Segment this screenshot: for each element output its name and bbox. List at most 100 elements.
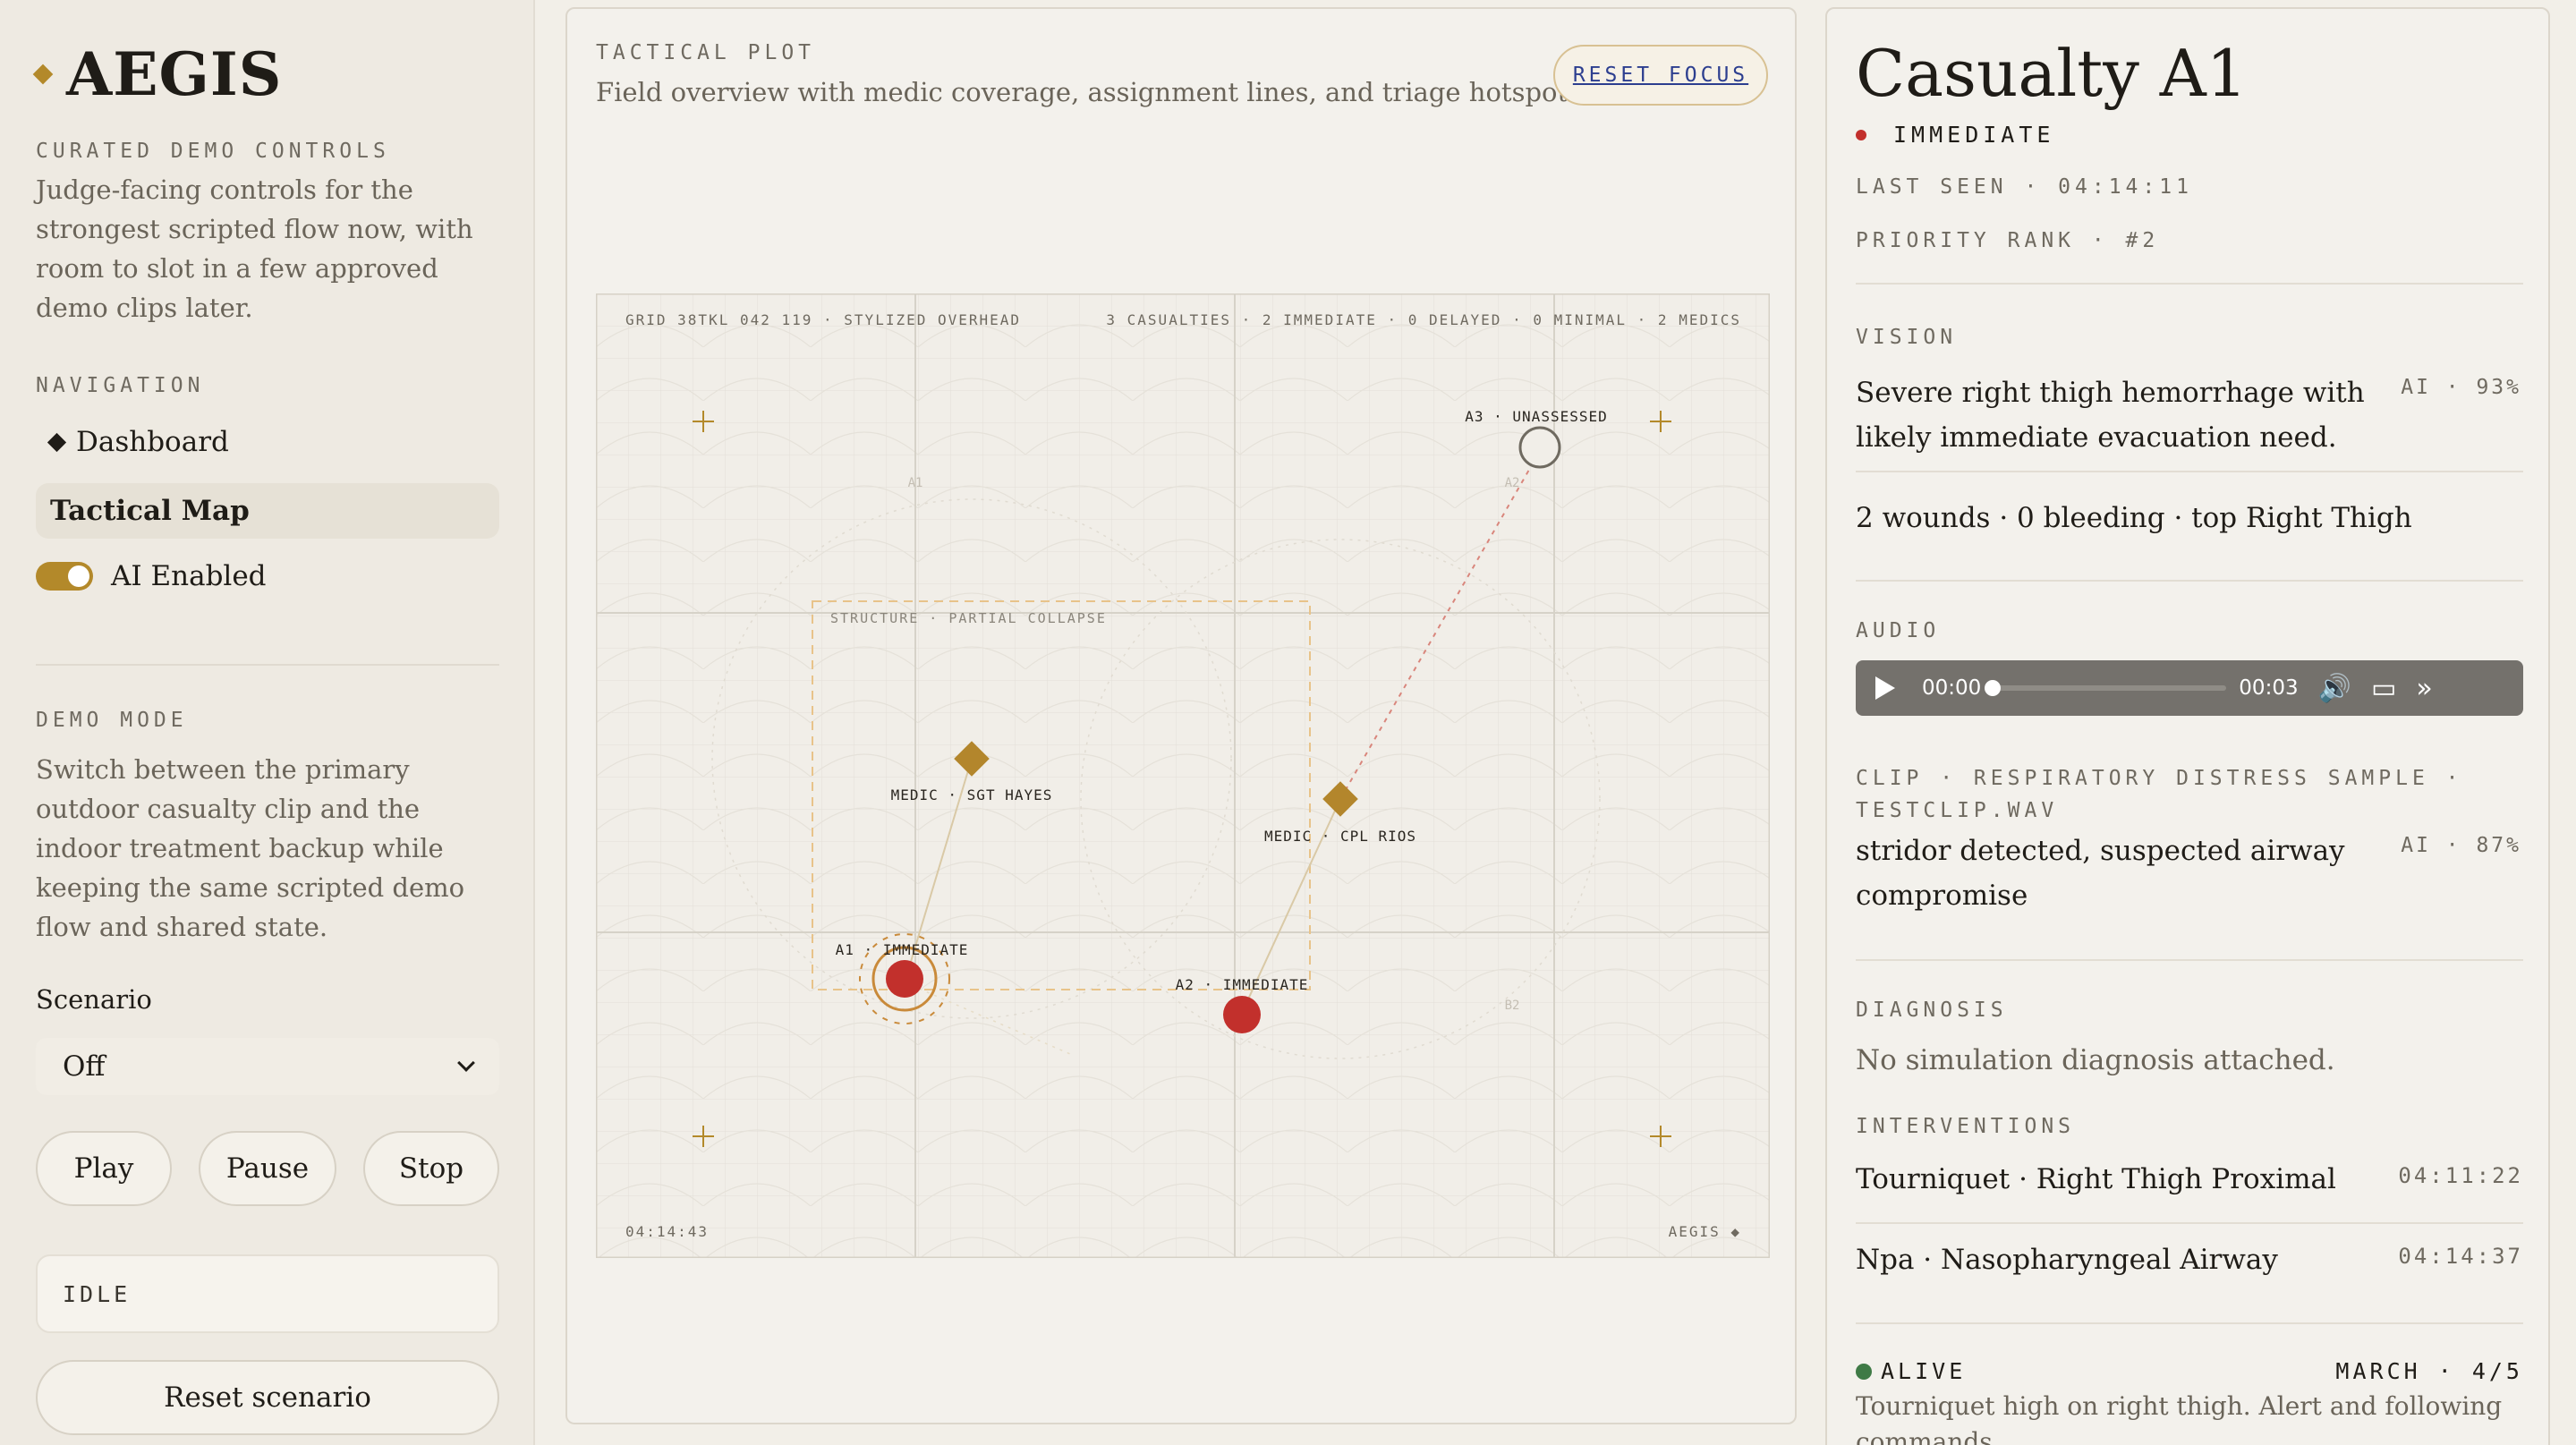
divider — [1856, 959, 2523, 961]
tactical-plot-label: TACTICAL PLOT — [596, 41, 816, 64]
map-summary-label: 3 CASUALTIES · 2 IMMEDIATE · 0 DELAYED ·… — [1106, 311, 1741, 328]
pause-button[interactable]: Pause — [199, 1131, 336, 1206]
map-timestamp: 04:14:43 — [625, 1223, 709, 1240]
diagnosis-label: DIAGNOSIS — [1856, 999, 2008, 1022]
scenario-select[interactable]: Off — [36, 1038, 499, 1095]
scenario-value: Off — [63, 1050, 106, 1083]
casualty-marker-a3[interactable]: A3 · UNASSESSED — [1465, 408, 1608, 469]
casualty-status: IMMEDIATE — [1856, 122, 2054, 148]
clip-label: CLIP · RESPIRATORY DISTRESS SAMPLE · TES… — [1856, 767, 2463, 822]
zone-label-a2: A2 — [1505, 476, 1520, 490]
audio-current-time: 00:00 — [1922, 676, 1982, 700]
medic-diamond-icon — [1322, 781, 1358, 817]
demo-mode-label: DEMO MODE — [36, 709, 188, 732]
wounds-summary: 2 wounds · 0 bleeding · top Right Thigh — [1856, 502, 2412, 534]
demo-mode-text: Switch between the primary outdoor casua… — [36, 754, 465, 942]
sidebar-divider — [36, 664, 499, 666]
divider — [1856, 471, 2523, 472]
brand[interactable]: AEGIS — [32, 39, 283, 109]
alive-status: ALIVE — [1881, 1358, 1967, 1384]
more-controls-icon[interactable]: » — [2416, 672, 2433, 704]
intervention-time: 04:14:37 — [2398, 1244, 2523, 1269]
scenario-label: Scenario — [36, 984, 152, 1015]
dashboard-diamond-icon — [47, 432, 67, 452]
stop-button[interactable]: Stop — [363, 1131, 499, 1206]
brand-diamond-icon — [32, 64, 54, 85]
casualty-dot-icon — [886, 960, 923, 998]
focus-ring-outer — [859, 933, 950, 1024]
intervention-name: Npa · Nasopharyngeal Airway — [1856, 1244, 2278, 1276]
brand-name: AEGIS — [66, 39, 283, 109]
audio-duration: 00:03 — [2239, 676, 2299, 700]
zone-label-a1: A1 — [908, 476, 923, 490]
ai-toggle-row[interactable]: AI Enabled — [36, 560, 267, 592]
audio-label: AUDIO — [1856, 619, 1941, 642]
audio-seek-thumb[interactable] — [1985, 680, 2002, 696]
march-score: MARCH · 4/5 — [2335, 1358, 2523, 1384]
ai-enabled-toggle[interactable] — [36, 562, 93, 591]
last-seen: LAST SEEN · 04:14:11 — [1856, 175, 2193, 199]
priority-rank: PRIORITY RANK · #2 — [1856, 229, 2160, 252]
audio-seek-bar[interactable] — [1985, 680, 2227, 696]
intervention-row: Tourniquet · Right Thigh Proximal 04:11:… — [1856, 1163, 2523, 1195]
scenario-status: IDLE — [36, 1254, 499, 1333]
focus-ring-inner — [871, 946, 938, 1012]
vision-text: Severe right thigh hemorrhage with likel… — [1856, 377, 2365, 454]
divider — [1856, 580, 2523, 582]
assignment-line-rios-a2 — [1241, 798, 1341, 1014]
casualty-marker-a2[interactable]: A2 · IMMEDIATE — [1176, 976, 1309, 1033]
grid-reference-label: GRID 38TKL 042 119 · STYLIZED OVERHEAD — [625, 311, 1021, 328]
reset-scenario-button[interactable]: Reset scenario — [36, 1360, 499, 1435]
chevron-down-icon — [457, 1054, 475, 1072]
structure-outline — [812, 600, 1311, 990]
map-watermark: AEGIS ◆ — [1669, 1223, 1741, 1240]
assignment-line-rios-a3 — [1339, 450, 1541, 800]
navigation-label: NAVIGATION — [36, 374, 205, 397]
airplay-icon[interactable]: ▭ — [2370, 672, 2397, 704]
nav-item-label: Dashboard — [76, 426, 229, 458]
vision-label: VISION — [1856, 326, 1958, 349]
map-terrain-contours — [596, 293, 1770, 1258]
intervention-time: 04:11:22 — [2398, 1163, 2523, 1188]
medic-diamond-icon — [954, 741, 990, 777]
reset-focus-button[interactable]: RESET FOCUS — [1553, 45, 1768, 106]
intervention-row: Npa · Nasopharyngeal Airway 04:14:37 — [1856, 1244, 2523, 1276]
ai-toggle-label: AI Enabled — [111, 560, 267, 592]
casualty-label: A3 · UNASSESSED — [1465, 408, 1608, 425]
alive-dot-icon — [1856, 1363, 1872, 1380]
nav-item-tactical-map[interactable]: Tactical Map — [36, 483, 499, 539]
vision-confidence: AI · 93% — [2401, 376, 2521, 399]
casualty-label: A2 · IMMEDIATE — [1176, 976, 1309, 993]
medic-coverage-rings — [711, 498, 1601, 1059]
medic-cpl-rios[interactable]: MEDIC · CPL RIOS — [1264, 781, 1416, 845]
casualty-label: A1 · IMMEDIATE — [836, 941, 969, 958]
play-icon[interactable] — [1875, 676, 1895, 700]
audio-player[interactable]: 00:00 00:03 🔊 ▭ » — [1856, 660, 2523, 716]
structure-label: STRUCTURE · PARTIAL COLLAPSE — [830, 610, 1107, 626]
interventions-label: INTERVENTIONS — [1856, 1115, 2076, 1138]
medic-sgt-hayes[interactable]: MEDIC · SGT HAYES — [891, 741, 1053, 803]
tactical-map[interactable]: STRUCTURE · PARTIAL COLLAPSE GRID 38TKL … — [596, 293, 1770, 1258]
casualty-title: Casualty A1 — [1856, 36, 2248, 111]
play-button[interactable]: Play — [36, 1131, 172, 1206]
nav-item-label: Tactical Map — [50, 495, 250, 527]
diagnosis-text: No simulation diagnosis attached. — [1856, 1044, 2335, 1076]
clip-text: stridor detected, suspected airway compr… — [1856, 835, 2345, 912]
assignment-line-hayes-a1 — [904, 758, 973, 983]
nav-item-dashboard[interactable]: Dashboard — [36, 419, 499, 465]
clip-confidence: AI · 87% — [2401, 834, 2521, 857]
map-major-grid — [596, 293, 1770, 1258]
casualty-dot-icon — [1223, 996, 1261, 1033]
link-line-a1-a2 — [904, 982, 1071, 1055]
casualty-note: Tourniquet high on right thigh. Alert an… — [1856, 1391, 2503, 1445]
status-dot-icon — [1856, 129, 1866, 140]
curated-controls-text: Judge-facing controls for the strongest … — [36, 174, 473, 323]
toggle-knob — [68, 565, 89, 587]
medic-label: MEDIC · SGT HAYES — [891, 786, 1053, 803]
corner-crosshairs — [693, 411, 1671, 1147]
casualty-marker-a1[interactable]: A1 · IMMEDIATE — [836, 933, 969, 1024]
intervention-name: Tourniquet · Right Thigh Proximal — [1856, 1163, 2336, 1195]
map-border — [596, 293, 1770, 1258]
tactical-plot-description: Field overview with medic coverage, assi… — [596, 77, 1590, 107]
volume-icon[interactable]: 🔊 — [2317, 672, 2351, 704]
